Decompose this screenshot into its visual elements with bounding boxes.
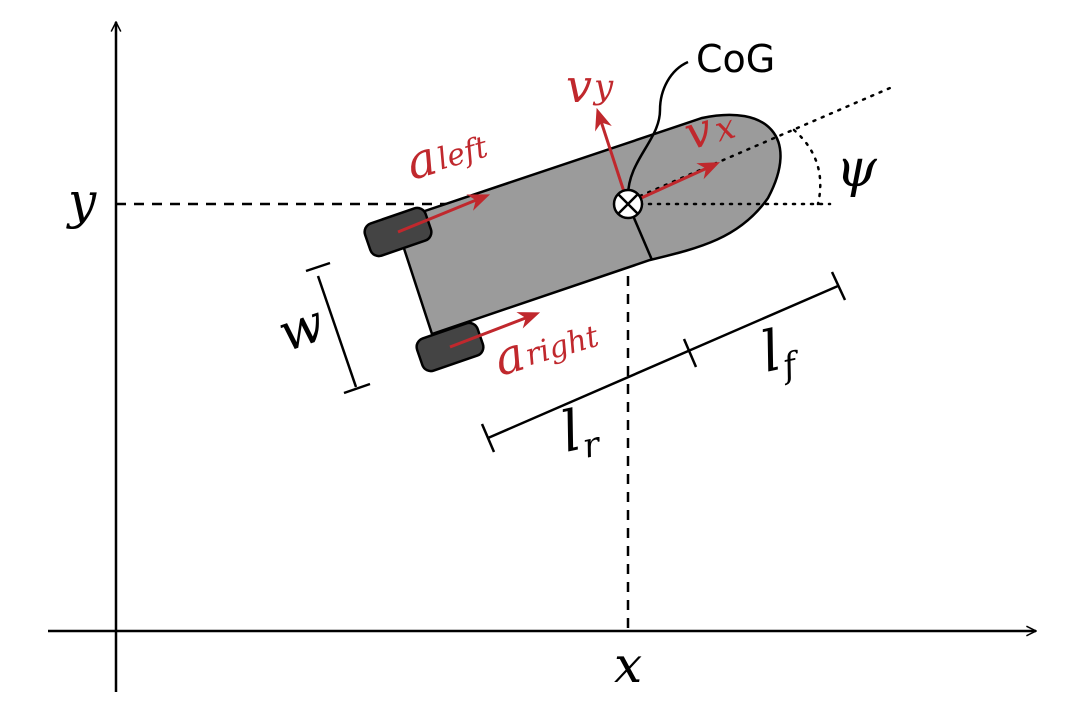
- heading-angle-arc: [792, 128, 822, 206]
- psi-label: ψ: [836, 139, 878, 199]
- cog-label: CoG: [696, 37, 775, 81]
- cog-leader: [626, 60, 689, 197]
- v-y-label: vy: [566, 59, 614, 113]
- x-axis-label: x: [614, 636, 642, 694]
- a-left-arrow: [397, 194, 491, 234]
- y-axis-label: y: [66, 172, 97, 230]
- vehicle-body: [393, 113, 782, 336]
- cog-symbol: [612, 188, 644, 220]
- w-label: w: [271, 293, 333, 364]
- l-r-label: lr: [555, 395, 605, 471]
- v-x-arrow: [627, 162, 721, 206]
- a-right-arrow: [449, 312, 541, 349]
- v-y-arrow: [595, 107, 630, 205]
- a-right-label: aright: [488, 304, 605, 387]
- l-f-label: lf: [755, 315, 805, 391]
- a-left-label: aleft: [400, 115, 494, 191]
- w-dimension: [305, 261, 371, 395]
- length-dimension: [480, 271, 847, 453]
